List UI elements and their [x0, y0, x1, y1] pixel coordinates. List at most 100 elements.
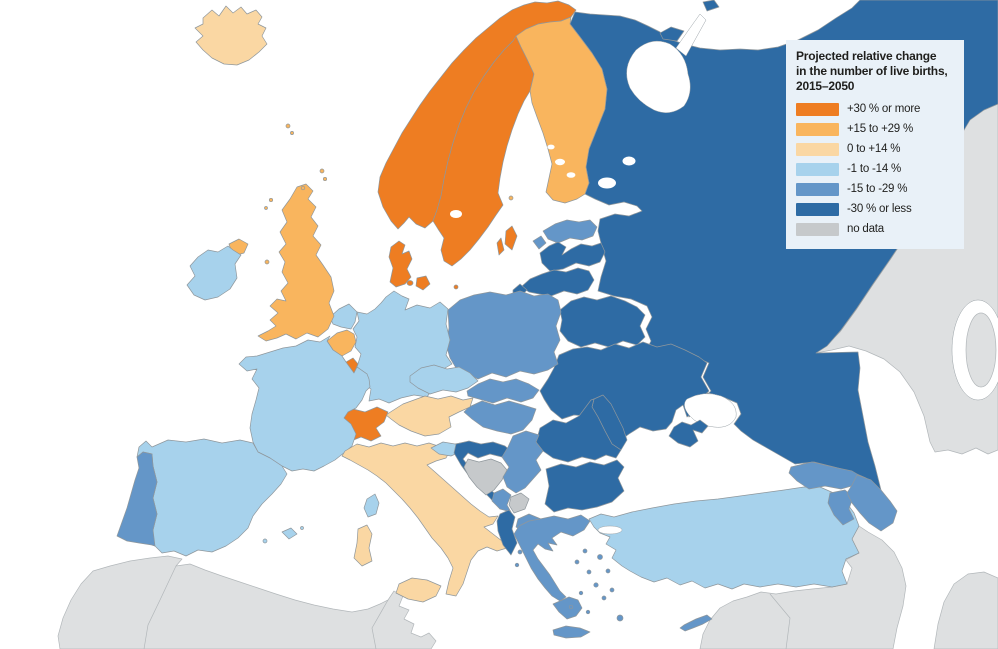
legend-swatch-minus30: [796, 202, 839, 216]
aegean-island: [585, 609, 591, 615]
island-shetland-2: [322, 176, 328, 182]
island-funen: [406, 280, 414, 286]
region-crimea: [668, 419, 709, 448]
country-lithuania: [520, 267, 595, 297]
aegean-island: [593, 582, 599, 588]
legend-swatch-plus15: [796, 122, 839, 136]
country-azerbaijan: [846, 474, 898, 532]
aegean-island: [568, 604, 574, 610]
aral-island: [965, 312, 997, 388]
sea-of-marmara: [597, 525, 623, 535]
island-sardinia: [353, 524, 373, 567]
island-chios: [605, 568, 611, 574]
legend-swatch-nodata: [796, 222, 839, 236]
region-peloponnese: [552, 596, 583, 620]
country-bosnia: [463, 458, 508, 496]
barents-islet: [659, 26, 685, 42]
finnish-lake-1: [555, 158, 565, 166]
aegean-island: [574, 559, 580, 565]
legend-swatch-plus0: [796, 142, 839, 156]
legend-title-line2: in the number of live births,: [796, 64, 948, 78]
country-serbia: [501, 430, 544, 494]
country-germany: [352, 290, 453, 404]
finnish-lake-3: [547, 144, 555, 150]
legend-label: no data: [847, 223, 884, 235]
country-kosovo: [508, 492, 530, 514]
lake-vanern: [450, 210, 462, 218]
legend-label: +15 to +29 %: [847, 123, 914, 135]
island-hebrides-2: [264, 206, 268, 210]
legend-row: +30 % or more: [796, 99, 954, 119]
lake-onega: [622, 156, 636, 166]
country-romania: [535, 398, 622, 463]
aegean-island: [601, 595, 607, 601]
legend-label: +30 % or more: [847, 103, 921, 115]
finnish-lake-2: [566, 172, 576, 178]
border-algeria-tunisia: [371, 599, 389, 649]
ionian-island: [517, 549, 523, 555]
country-albania: [496, 509, 518, 556]
legend: Projected relative change in the number …: [786, 40, 964, 249]
island-orkney: [300, 185, 306, 191]
island-mallorca: [281, 527, 298, 540]
barents-islet-2: [702, 0, 720, 12]
country-france: [238, 335, 371, 472]
island-zealand: [415, 275, 431, 291]
landmass-north-africa: [57, 555, 437, 649]
legend-swatch-minus1: [796, 162, 839, 176]
aegean-islands: [514, 548, 624, 622]
island-oland: [496, 237, 505, 256]
isle-of-man: [264, 259, 270, 265]
country-austria: [385, 395, 474, 437]
country-bulgaria: [544, 459, 625, 513]
island-sicily: [395, 577, 442, 603]
country-hungary: [463, 400, 537, 435]
legend-swatch-plus30: [796, 102, 839, 116]
island-corsica: [363, 493, 380, 518]
lake-ladoga: [598, 177, 616, 189]
legend-label: -1 to -14 %: [847, 163, 902, 175]
faroe-islands: [285, 123, 291, 129]
ionian-island: [514, 562, 520, 568]
aegean-island: [582, 548, 588, 554]
legend-row: -30 % or less: [796, 199, 954, 219]
island-gotland: [504, 225, 518, 251]
landmass-middle-east: [699, 525, 907, 649]
legend-row: -15 to -29 %: [796, 179, 954, 199]
island-shetland: [319, 168, 325, 174]
border-syria-iraq: [769, 593, 791, 649]
country-united-kingdom: [257, 183, 335, 342]
white-sea: [626, 40, 691, 113]
country-iceland: [194, 5, 268, 66]
country-portugal: [116, 451, 158, 547]
country-georgia: [788, 461, 863, 490]
country-montenegro: [491, 488, 512, 513]
country-latvia: [539, 241, 606, 272]
country-greece: [513, 514, 591, 602]
country-ireland: [186, 245, 242, 301]
legend-title: Projected relative change in the number …: [796, 49, 954, 94]
legend-row: no data: [796, 219, 954, 239]
sea-of-azov: [684, 393, 737, 428]
legend-row: +15 to +29 %: [796, 119, 954, 139]
island-ibiza: [262, 538, 268, 544]
island-rhodes: [616, 614, 624, 622]
country-belarus: [559, 295, 646, 348]
island-saaremaa: [532, 235, 547, 250]
country-denmark: [388, 240, 413, 288]
island-hebrides: [268, 197, 274, 203]
legend-title-line3: 2015–2050: [796, 79, 855, 93]
legend-row: -1 to -14 %: [796, 159, 954, 179]
legend-label: -30 % or less: [847, 203, 912, 215]
country-poland: [445, 290, 562, 380]
country-turkey: [588, 486, 860, 590]
legend-row: 0 to +14 %: [796, 139, 954, 159]
country-netherlands: [329, 303, 358, 330]
country-ukraine: [539, 341, 710, 450]
country-estonia: [542, 219, 598, 244]
aegean-island: [586, 569, 592, 575]
white-sea-throat: [675, 13, 707, 57]
legend-rows: +30 % or more +15 to +29 % 0 to +14 % -1…: [796, 99, 954, 239]
island-bornholm: [453, 284, 459, 290]
